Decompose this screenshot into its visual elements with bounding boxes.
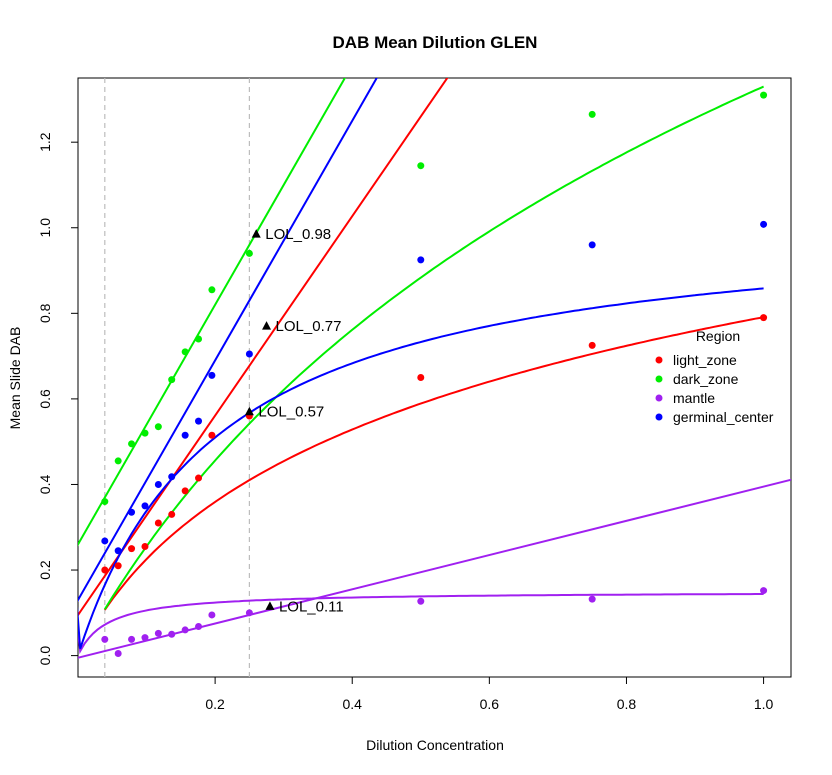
point-mantle-4 (141, 634, 149, 642)
point-dark_zone-2 (114, 457, 122, 465)
point-dark_zone-13 (760, 91, 768, 99)
linear-fit-germinal_center (78, 78, 378, 602)
y-tick-label-6: 1.0 (37, 218, 53, 238)
point-germinal_center-1 (101, 537, 109, 545)
curve-fit-dark_zone (103, 85, 765, 610)
curve-fit-germinal_center (78, 287, 764, 650)
lol-label-mantle: LOL_0.11 (279, 598, 344, 615)
point-mantle-11 (417, 597, 425, 605)
point-germinal_center-4 (141, 502, 149, 510)
x-tick-label-4: 0.8 (617, 696, 637, 712)
point-light_zone-7 (181, 487, 189, 495)
curve-fit-light_zone (103, 316, 764, 611)
linear-fit-dark_zone (78, 78, 347, 547)
x-tick-label-5: 1.0 (754, 696, 774, 712)
point-dark_zone-7 (181, 348, 189, 356)
legend-marker-germinal_center (655, 413, 663, 421)
point-mantle-7 (181, 626, 189, 634)
point-light_zone-12 (588, 341, 596, 349)
lol-annotations: LOL_0.57 LOL_0.98 LOL_0.11 LOL_0.77 (244, 226, 344, 615)
x-axis: 0.2 0.4 0.6 0.8 1.0 (205, 677, 774, 712)
point-mantle-5 (154, 629, 162, 637)
point-mantle-13 (760, 587, 768, 595)
legend-label-germinal_center: germinal_center (673, 409, 774, 425)
plot-area-frame (77, 77, 792, 678)
point-dark_zone-10 (245, 249, 253, 257)
point-dark_zone-6 (168, 376, 176, 384)
y-tick-label-1: 0.0 (37, 646, 53, 666)
point-light_zone-9 (208, 431, 216, 439)
point-dark_zone-12 (588, 110, 596, 118)
legend-marker-light_zone (655, 356, 663, 364)
point-light_zone-2 (114, 562, 122, 570)
reference-vlines (104, 78, 250, 677)
point-germinal_center-3 (128, 508, 136, 516)
point-germinal_center-7 (181, 431, 189, 439)
x-tick-label-3: 0.6 (480, 696, 500, 712)
legend-marker-mantle (655, 394, 663, 402)
data-points (101, 91, 768, 657)
chart-title: DAB Mean Dilution GLEN (333, 33, 538, 52)
point-light_zone-1 (101, 566, 109, 574)
point-mantle-6 (168, 630, 176, 638)
point-dark_zone-3 (128, 440, 136, 448)
point-dark_zone-9 (208, 286, 216, 294)
point-dark_zone-4 (141, 429, 149, 437)
x-tick-label-1: 0.2 (205, 696, 225, 712)
point-light_zone-11 (417, 374, 425, 381)
point-mantle-1 (101, 635, 109, 643)
curve-fit-mantle (78, 593, 764, 655)
point-mantle-10 (245, 609, 253, 617)
point-germinal_center-13 (760, 220, 768, 228)
point-mantle-3 (128, 635, 136, 643)
point-germinal_center-2 (114, 547, 122, 555)
y-tick-label-4: 0.6 (37, 389, 53, 409)
legend-marker-dark_zone (655, 375, 663, 383)
legend-label-light_zone: light_zone (673, 352, 737, 368)
x-axis-label: Dilution Concentration (366, 737, 504, 753)
point-light_zone-6 (168, 510, 176, 518)
point-dark_zone-1 (101, 498, 109, 506)
legend-label-mantle: mantle (673, 390, 715, 406)
y-tick-label-5: 0.8 (37, 303, 53, 323)
legend-title: Region (696, 328, 740, 344)
lol-marker-light_zone (244, 406, 254, 416)
y-tick-label-3: 0.4 (37, 475, 53, 495)
point-dark_zone-11 (417, 162, 425, 170)
point-mantle-8 (195, 623, 203, 631)
point-germinal_center-8 (195, 417, 203, 425)
point-light_zone-8 (195, 474, 203, 482)
lol-marker-dark_zone (251, 229, 261, 238)
point-mantle-9 (208, 611, 216, 619)
point-light_zone-13 (760, 314, 768, 322)
point-mantle-2 (114, 649, 122, 657)
linear-fit-mantle (78, 478, 791, 659)
point-germinal_center-10 (245, 350, 253, 358)
point-light_zone-3 (128, 545, 136, 553)
point-dark_zone-8 (195, 335, 203, 343)
point-light_zone-4 (141, 543, 149, 551)
y-tick-label-2: 0.2 (37, 560, 53, 580)
point-dark_zone-5 (154, 423, 162, 431)
point-germinal_center-5 (154, 480, 162, 488)
lol-label-dark_zone: LOL_0.98 (265, 226, 331, 243)
point-germinal_center-9 (208, 371, 216, 379)
lol-label-light_zone: LOL_0.57 (258, 404, 324, 421)
lol-label-germinal_center: LOL_0.77 (276, 318, 342, 335)
y-axis-label: Mean Slide DAB (7, 327, 23, 430)
x-tick-label-2: 0.4 (342, 696, 362, 712)
point-germinal_center-12 (588, 241, 596, 249)
legend-label-dark_zone: dark_zone (673, 371, 739, 387)
lol-marker-germinal_center (262, 321, 272, 330)
point-germinal_center-6 (168, 473, 176, 481)
lol-marker-mantle (265, 601, 275, 610)
point-mantle-12 (588, 595, 596, 603)
point-germinal_center-11 (417, 256, 425, 264)
y-axis: 0.0 0.2 0.4 0.6 0.8 1.0 1.2 (37, 132, 78, 665)
y-tick-label-7: 1.2 (37, 132, 53, 152)
point-light_zone-5 (154, 519, 162, 527)
